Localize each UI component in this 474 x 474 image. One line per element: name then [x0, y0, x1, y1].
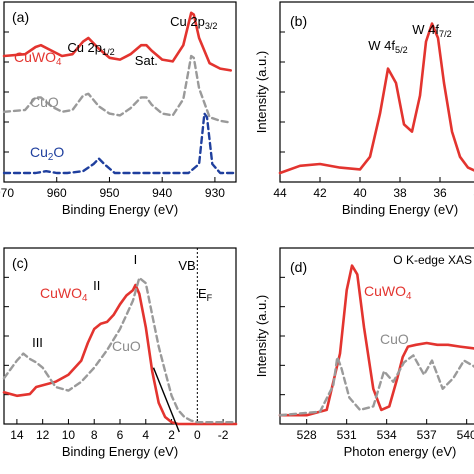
peak-label: W 4f7/2 — [412, 22, 451, 39]
x-tick-label: 531 — [337, 428, 357, 442]
x-tick-label: 40 — [353, 186, 367, 200]
series-label: CuO — [30, 94, 59, 110]
series-label: CuWO4 — [40, 285, 88, 304]
y-axis-label: Intensity (a.u.) — [254, 295, 269, 377]
x-tick-label: 36 — [433, 186, 447, 200]
x-tick-label: 2 — [168, 428, 175, 442]
panel-label: (d) — [290, 259, 307, 275]
peak-label: W 4f5/2 — [368, 38, 407, 55]
series-label: Cu2O — [30, 144, 64, 163]
panel-title: O K-edge XAS — [393, 253, 472, 267]
panel-c: 14 12 10 8 6 4 2 0 -2 Binding Energy (eV) (c) CuWO4… — [2, 247, 238, 459]
x-tick-label: 540 — [457, 428, 474, 442]
panel-b: 444240383634Binding Energy (eV)Intensity… — [254, 1, 474, 217]
x-tick-label: 950 — [99, 186, 119, 200]
peak-label: Cu 2p1/2 — [67, 40, 114, 57]
peak-label: Sat. — [135, 53, 158, 68]
annotation-label: EF — [198, 286, 213, 303]
x-tick-label: 960 — [47, 186, 67, 200]
x-tick-label: 10 — [62, 428, 76, 442]
x-tick-label: 12 — [36, 428, 50, 442]
x-tick-label: 44 — [273, 186, 287, 200]
peak-label: Cu 2p3/2 — [170, 14, 217, 31]
x-tick-label: 940 — [152, 186, 172, 200]
series-line-spectrum — [278, 22, 474, 175]
x-axis-label: Binding Energy (eV) — [62, 444, 178, 459]
series-line-cuwo4 — [2, 283, 238, 426]
y-axis-label: Intensity (a.u.) — [254, 51, 269, 133]
annotation-label: VB — [178, 258, 195, 273]
x-axis-label: Photon energy (eV) — [344, 444, 457, 459]
series-label: CuWO4 — [14, 49, 62, 68]
x-tick-label: 38 — [393, 186, 407, 200]
vbm-fit-line — [152, 367, 180, 433]
x-tick-label: 930 — [205, 186, 225, 200]
annotation-label: II — [93, 278, 100, 293]
series-line-cuo — [2, 276, 238, 424]
series-label: CuWO4 — [364, 283, 412, 302]
panel-label: (c) — [12, 255, 28, 271]
series-line-cuo — [2, 54, 232, 124]
annotation-label: III — [32, 335, 43, 350]
panel-label: (b) — [290, 13, 307, 29]
panel-a: 970 960 950 940 930 Binding Energy (eV) (a) CuW… — [0, 1, 238, 217]
x-tick-label: -2 — [218, 428, 229, 442]
x-tick-label: 42 — [313, 186, 327, 200]
x-tick-label: 8 — [91, 428, 98, 442]
x-tick-label: 537 — [417, 428, 437, 442]
x-tick-label: 970 — [0, 186, 14, 200]
x-tick-label: 534 — [377, 428, 397, 442]
x-tick-label: 528 — [297, 428, 317, 442]
annotation-label: I — [134, 252, 138, 267]
x-tick-label: 6 — [117, 428, 124, 442]
series-line-cuwo4 — [2, 11, 232, 72]
x-axis-label: Binding Energy (eV) — [342, 202, 458, 217]
series-line-cuwo4 — [278, 264, 474, 417]
series-line-cuo — [278, 354, 474, 417]
series-label: CuO — [380, 331, 409, 347]
series-label: CuO — [112, 338, 141, 354]
panel-label: (a) — [12, 9, 29, 25]
series-line-cu2O — [2, 112, 238, 175]
x-tick-label: 14 — [10, 428, 24, 442]
x-tick-label: 0 — [194, 428, 201, 442]
x-tick-label: 4 — [142, 428, 149, 442]
x-axis-label: Binding Energy (eV) — [62, 202, 178, 217]
